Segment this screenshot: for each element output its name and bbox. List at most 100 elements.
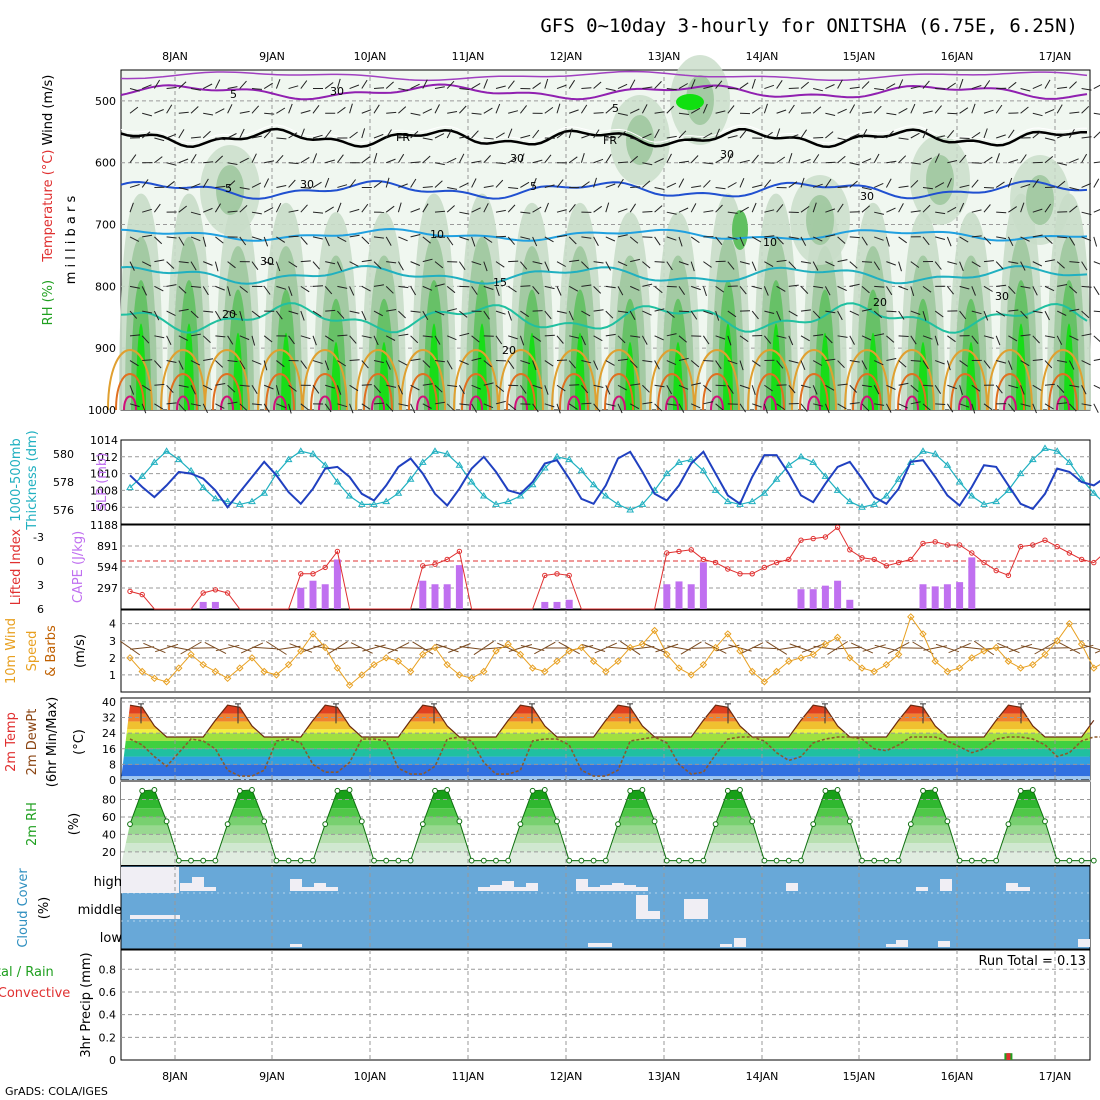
wind-barb xyxy=(568,236,577,245)
wind-barb xyxy=(874,403,885,406)
thickness-point xyxy=(955,478,964,485)
wind-barb xyxy=(434,86,445,90)
wind-barb xyxy=(788,360,799,364)
wind-barb xyxy=(715,157,725,164)
wind-barb xyxy=(751,310,759,320)
rh-point xyxy=(1078,857,1085,864)
wind-barb xyxy=(300,80,308,89)
wind-barb xyxy=(324,286,333,295)
cape-tick: 1188 xyxy=(90,519,118,532)
wind-point xyxy=(199,660,207,669)
wind-barb xyxy=(507,204,516,213)
wind-barb xyxy=(703,85,714,90)
thickness-point xyxy=(1053,447,1062,454)
wind-barb xyxy=(1082,644,1100,651)
wind-barb xyxy=(885,403,892,413)
wind-barb xyxy=(898,185,909,188)
wind-barb xyxy=(1044,236,1053,244)
wind-barb xyxy=(983,285,993,292)
wind-barb xyxy=(434,162,445,166)
wind-barb xyxy=(983,360,991,369)
wind-barb xyxy=(593,286,602,294)
wind-barb xyxy=(373,335,379,346)
cloud-high-bar xyxy=(576,879,588,891)
rh-point xyxy=(907,821,914,828)
wind-barb xyxy=(922,384,934,387)
thickness-point xyxy=(455,461,464,468)
wind-barb xyxy=(581,402,592,405)
wind-barb xyxy=(983,204,991,213)
thickness-point xyxy=(992,497,1001,505)
wind-barb xyxy=(1057,133,1067,139)
thickness-point xyxy=(333,478,342,485)
cloud-high-bar xyxy=(490,885,502,891)
wind-barb xyxy=(593,81,602,89)
wind-barb xyxy=(605,310,614,319)
wind-barb xyxy=(300,285,310,293)
lifted-index-line xyxy=(129,526,1100,610)
wind-unit-label: (m/s) xyxy=(73,634,88,668)
convective-bar xyxy=(1006,1053,1011,1060)
isotherm xyxy=(416,395,430,411)
rh-point xyxy=(322,821,329,828)
wind-point xyxy=(602,667,610,676)
wind-point xyxy=(175,664,183,672)
thickness-point xyxy=(248,497,256,505)
wind-barb xyxy=(776,360,784,369)
wind-barb xyxy=(1020,285,1031,289)
wind-barb xyxy=(154,109,164,114)
wind-point xyxy=(772,667,781,676)
cape-bar xyxy=(663,584,671,609)
thickness-point xyxy=(211,494,220,502)
date-label: 11JAN xyxy=(452,50,485,63)
wind-barb xyxy=(434,261,444,269)
lifted-point xyxy=(773,559,780,566)
lifted-point xyxy=(944,542,951,548)
thickness-point xyxy=(150,458,159,465)
cape-bar xyxy=(455,565,463,609)
wind-barb xyxy=(324,403,332,413)
cloud-high-bar xyxy=(290,879,302,891)
isotherm xyxy=(852,373,882,411)
wind-barb xyxy=(239,236,247,246)
lifted-point xyxy=(932,539,938,545)
wind-point xyxy=(272,671,281,679)
wind-barb xyxy=(849,335,855,345)
wind-barb xyxy=(959,107,969,114)
rh-point xyxy=(334,787,341,794)
wind-barb xyxy=(983,260,994,263)
wind-point xyxy=(736,647,744,655)
wind-barb xyxy=(947,206,957,213)
temp-band xyxy=(121,721,1090,730)
wind-barb xyxy=(447,186,458,190)
isotherm xyxy=(559,373,589,411)
wind-barb xyxy=(361,203,369,213)
wind-barb xyxy=(739,360,744,371)
wind-barb xyxy=(263,360,268,371)
wind-barb xyxy=(874,88,885,91)
wind-barb xyxy=(629,79,636,89)
wind-point xyxy=(846,654,854,662)
wind-barb xyxy=(715,80,723,89)
wind-barb xyxy=(910,132,920,139)
wind-barb xyxy=(386,261,397,264)
wind-barb xyxy=(935,403,946,405)
thickness-point xyxy=(235,500,244,507)
rh-point xyxy=(200,857,207,864)
lifted-point xyxy=(200,590,206,596)
wind-barb xyxy=(910,384,919,393)
wind-barb xyxy=(300,236,308,245)
wind-barb xyxy=(983,156,993,164)
rh-point xyxy=(1090,857,1097,864)
wind-barb xyxy=(1032,234,1043,238)
wind-barb xyxy=(861,285,870,294)
wind-barb xyxy=(214,203,222,213)
wind-barb xyxy=(227,210,238,213)
wind-barb xyxy=(166,162,177,166)
wind-barb xyxy=(154,236,163,245)
wind-barb xyxy=(410,403,416,414)
wind-barb xyxy=(532,82,541,89)
date-label: 13JAN xyxy=(648,1070,681,1083)
wind-barb xyxy=(544,78,549,89)
upper-air-legend: RH (%) Temperature (°C) Wind (m/s) xyxy=(41,75,56,326)
